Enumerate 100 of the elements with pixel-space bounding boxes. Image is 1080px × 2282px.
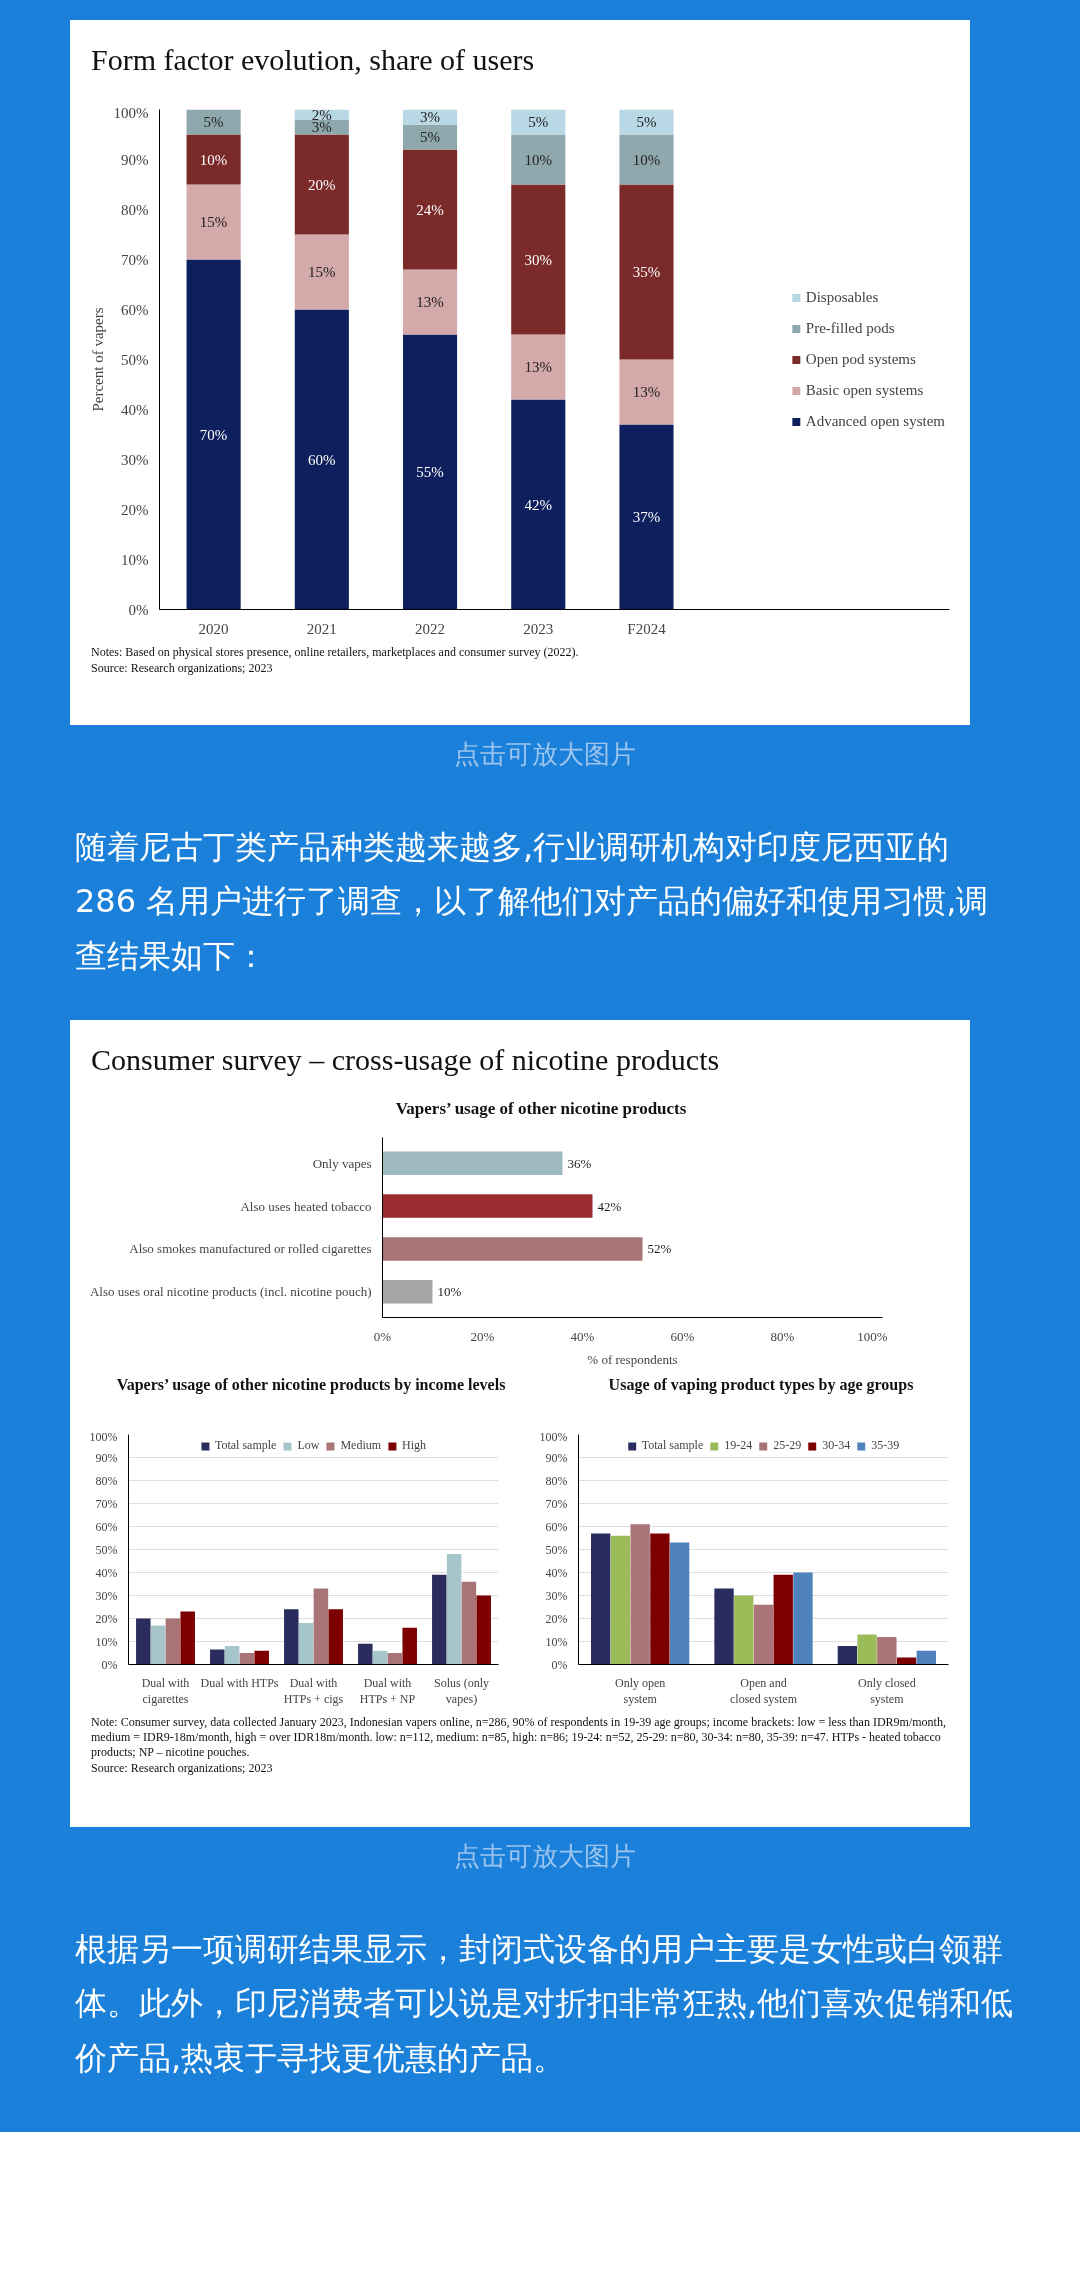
text: 随着尼古丁类产品种类越来越多,行业调研机构对印度尼西亚的 286 名用户进行了调查，以了解他们对产品的偏好和使用习惯,调查结果如下： bbox=[75, 827, 990, 977]
x-tick-label: Dual with HTPs + cigs bbox=[283, 1675, 344, 1707]
y-tick-label: 50% bbox=[95, 1542, 118, 1557]
x-tick-label: F2024 bbox=[627, 620, 667, 637]
bar bbox=[511, 334, 566, 400]
x-tick-label: 2021 bbox=[306, 620, 337, 637]
bar bbox=[619, 359, 674, 425]
bar bbox=[773, 1574, 793, 1665]
legend-label: Advanced open system bbox=[805, 412, 945, 430]
bar bbox=[382, 1151, 563, 1175]
text: Note: Consumer survey, data collected January 2023, Indonesian vapers online, n=286, 90% of respondents in 19-39 age groups; income brackets: low = less than IDR9m/month, medium = IDR9-18m/month, high = over IDR18m/month. low: n=112, medium: n=85, high: n=86; 19-24: n=52, 25-29: n=80, 30-34: n=80, 35-39: n=47. HTPs - heated tobacco products; NP – nicotine pouches. bbox=[91, 1715, 947, 1760]
bar bbox=[313, 1588, 329, 1665]
bar bbox=[210, 1649, 225, 1665]
y-tick-label: 90% bbox=[95, 1450, 118, 1465]
y-tick-label: 20% bbox=[545, 1611, 568, 1626]
bar bbox=[793, 1572, 813, 1665]
bar bbox=[511, 399, 566, 610]
bar bbox=[650, 1533, 670, 1665]
y-tick-label: 10% bbox=[545, 1634, 568, 1649]
bar bbox=[382, 1237, 643, 1261]
legend-label: Open pod systems bbox=[805, 350, 916, 368]
chart-subtitle: Vapers’ usage of other nicotine products bbox=[394, 1098, 688, 1120]
y-tick-label: 30% bbox=[121, 451, 149, 468]
bar bbox=[186, 259, 241, 610]
data-label: 5% bbox=[420, 129, 441, 145]
bar bbox=[916, 1650, 936, 1665]
bar bbox=[298, 1623, 314, 1665]
source-note: Source: Research organizations; 2023 bbox=[91, 1761, 274, 1776]
data-label: 36% bbox=[567, 1155, 592, 1171]
data-label: 10% bbox=[199, 151, 228, 168]
x-tick-label: Dual with HTPs + NP bbox=[359, 1675, 416, 1707]
data-label: 5% bbox=[636, 114, 657, 130]
bar bbox=[591, 1533, 611, 1665]
bar bbox=[382, 1280, 433, 1304]
y-tick-label: 80% bbox=[95, 1473, 118, 1488]
bar bbox=[186, 134, 241, 185]
x-tick-label: 80% bbox=[770, 1328, 795, 1344]
x-tick-label: 2020 bbox=[198, 620, 229, 637]
x-tick-label: Open and closed system bbox=[730, 1675, 798, 1707]
bar bbox=[610, 1535, 631, 1665]
bar bbox=[753, 1604, 774, 1665]
bar bbox=[294, 309, 349, 610]
legend-label: High bbox=[402, 1438, 427, 1453]
data-label: 30% bbox=[524, 251, 553, 268]
bar bbox=[382, 1194, 593, 1218]
y-tick-label: 10% bbox=[95, 1634, 118, 1649]
y-tick-label: 50% bbox=[545, 1542, 568, 1557]
y-tick-label: 40% bbox=[545, 1565, 568, 1580]
data-label: 35% bbox=[632, 264, 661, 280]
y-tick-label: 40% bbox=[121, 401, 149, 418]
bar bbox=[150, 1625, 166, 1665]
bar bbox=[402, 149, 458, 270]
data-label: 13% bbox=[632, 384, 661, 400]
y-axis-title: Percent of vapers bbox=[89, 307, 106, 412]
x-tick-label: 20% bbox=[470, 1328, 495, 1344]
data-label: 37% bbox=[632, 509, 661, 525]
legend-label: Total sample bbox=[641, 1438, 704, 1453]
bar bbox=[669, 1542, 690, 1665]
bar bbox=[402, 124, 458, 150]
x-tick-label: 40% bbox=[570, 1328, 595, 1344]
text: 根据另一项调研结果显示，封闭式设备的用户主要是女性或白领群体。此外，印尼消费者可以说是对折扣非常狂热,他们喜欢促销和低价产品,热衷于寻找更优惠的产品。 bbox=[75, 1929, 1015, 2079]
data-label: 52% bbox=[647, 1241, 672, 1257]
bar bbox=[358, 1643, 373, 1665]
data-label: 15% bbox=[308, 264, 336, 280]
y-tick-label: 40% bbox=[95, 1565, 118, 1580]
y-tick-label: Also smokes manufactured or rolled cigarettes bbox=[129, 1241, 372, 1257]
bar bbox=[284, 1609, 299, 1665]
y-tick-label: 60% bbox=[121, 301, 149, 318]
data-label: 13% bbox=[524, 359, 553, 375]
bar bbox=[372, 1650, 388, 1665]
bar bbox=[511, 109, 566, 135]
bar bbox=[180, 1611, 195, 1665]
data-label: 15% bbox=[199, 214, 228, 230]
x-tick-label: 2022 bbox=[415, 620, 446, 637]
legend-label: Disposables bbox=[805, 288, 879, 306]
x-axis-title: % of respondents bbox=[587, 1351, 678, 1367]
bar bbox=[511, 134, 566, 185]
x-tick-label: 60% bbox=[670, 1328, 695, 1344]
bar bbox=[186, 184, 241, 260]
data-label: 24% bbox=[416, 201, 444, 218]
y-tick-label: 20% bbox=[95, 1611, 118, 1626]
y-tick-label: 100% bbox=[113, 104, 149, 121]
text: 点击可放大图片 bbox=[453, 738, 637, 771]
text: Notes: Based on physical stores presence, online retailers, marketplaces and consumer survey (2022). bbox=[91, 645, 580, 660]
y-tick-label: 100% bbox=[539, 1429, 568, 1444]
bar bbox=[136, 1618, 151, 1665]
bar bbox=[857, 1634, 877, 1665]
bar bbox=[165, 1618, 181, 1665]
bar bbox=[619, 424, 674, 610]
x-tick-label: Dual with cigarettes bbox=[141, 1675, 190, 1707]
bar bbox=[224, 1646, 240, 1665]
x-tick-label: Dual with HTPs bbox=[200, 1675, 279, 1690]
chart-title: Consumer survey – cross-usage of nicotine products bbox=[91, 1042, 721, 1078]
bar bbox=[402, 334, 458, 610]
y-tick-label: 90% bbox=[545, 1450, 568, 1465]
chart-title: Form factor evolution, share of users bbox=[91, 42, 536, 78]
x-tick-label: 100% bbox=[857, 1328, 888, 1344]
data-label: 10% bbox=[524, 151, 553, 168]
bar bbox=[432, 1574, 447, 1665]
x-tick-label: Only closed system bbox=[858, 1675, 916, 1707]
